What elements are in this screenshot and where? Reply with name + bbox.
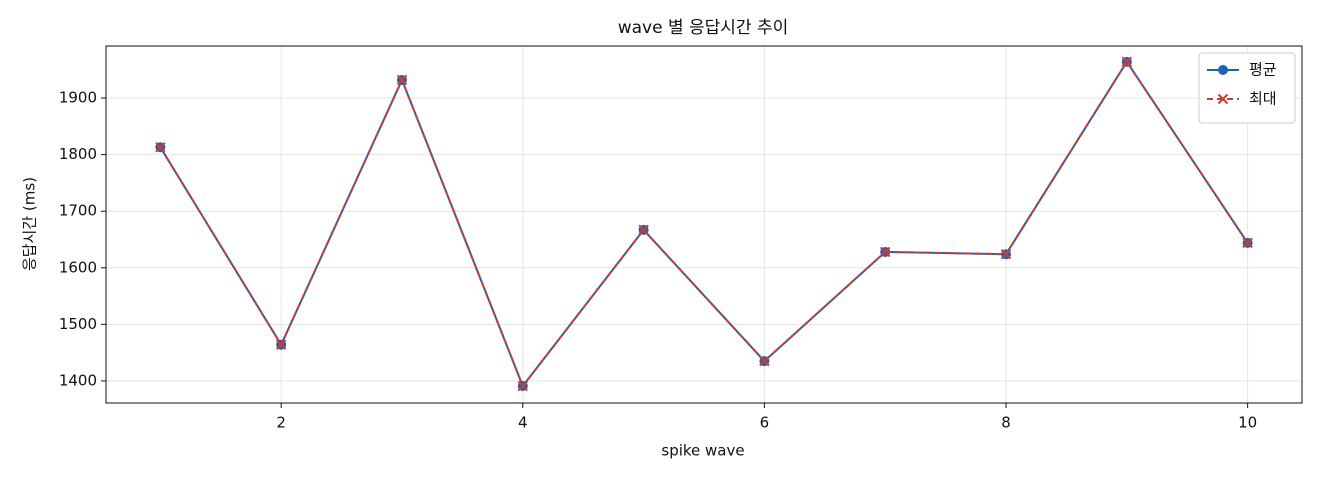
marker [880, 246, 891, 258]
x-tick-label: 2 [276, 414, 286, 432]
marker [1242, 237, 1253, 249]
y-tick-label: 1600 [59, 258, 97, 276]
y-axis-label: 응답시간 (ms) [21, 177, 39, 271]
chart-title: wave 별 응답시간 추이 [618, 18, 789, 38]
legend-marker [1218, 65, 1228, 75]
y-tick-label: 1400 [59, 371, 97, 389]
y-tick-label: 1700 [59, 202, 97, 220]
marker [517, 380, 528, 392]
legend-box [1198, 52, 1296, 124]
marker [759, 355, 770, 367]
plot-frame [105, 45, 1303, 404]
y-tick-label: 1800 [59, 145, 97, 163]
marker [155, 142, 166, 153]
x-tick-label: 8 [1001, 414, 1011, 432]
marker [638, 224, 649, 236]
y-tick-label: 1900 [59, 89, 97, 107]
x-tick-label: 10 [1238, 414, 1257, 432]
marker [1000, 248, 1012, 260]
x-tick-label: 4 [518, 414, 528, 432]
y-tick-label: 1500 [59, 315, 97, 333]
marker [275, 339, 287, 350]
marker [396, 74, 408, 86]
legend-label: 평균 [1249, 61, 1277, 79]
x-tick-label: 6 [760, 414, 770, 432]
legend-marker [1217, 93, 1229, 105]
legend-label: 최대 [1249, 90, 1277, 108]
x-axis-label: spike wave [661, 442, 744, 460]
marker [1121, 56, 1133, 68]
series-line [159, 60, 1249, 389]
